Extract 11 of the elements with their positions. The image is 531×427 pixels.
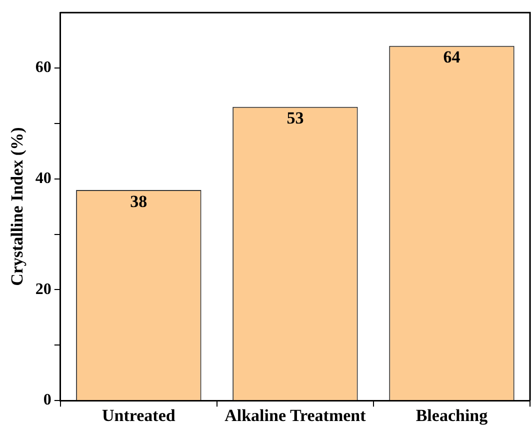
y-tick-label: 0: [43, 392, 52, 409]
y-tick-label: 20: [35, 280, 52, 298]
data-label: 64: [443, 48, 461, 67]
data-label: 38: [130, 192, 148, 211]
data-label: 53: [286, 108, 304, 128]
x-tick-label: Bleaching: [416, 406, 488, 426]
y-tick-label: 60: [35, 59, 52, 76]
x-tick-label: Untreated: [102, 406, 176, 426]
y-axis-title: Crystalline Index (%): [8, 127, 27, 286]
x-tick-label: Alkaline Treatment: [224, 406, 366, 426]
y-tick-label: 40: [35, 170, 52, 188]
